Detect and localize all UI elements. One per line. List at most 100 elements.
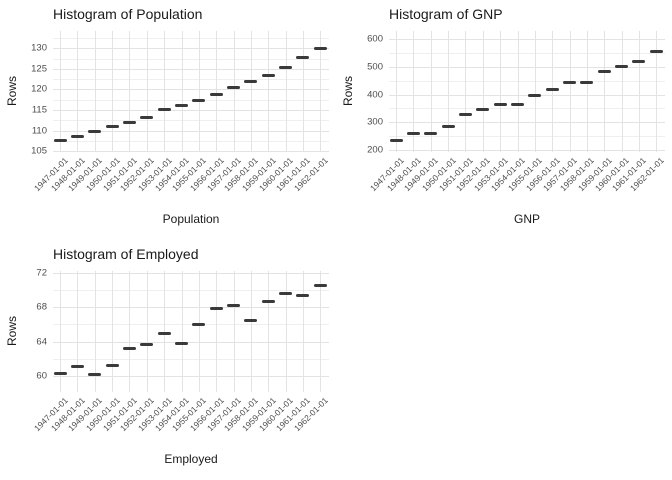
- major-gridline: [129, 31, 131, 152]
- y-tick-label: 105: [31, 145, 47, 157]
- y-tick-label: 110: [31, 124, 47, 136]
- data-mark: [545, 87, 559, 91]
- major-gridline: [53, 110, 329, 111]
- major-gridline: [285, 31, 287, 152]
- major-gridline: [233, 31, 235, 152]
- y-tick-label: 300: [367, 116, 383, 128]
- y-tick-label: 68: [36, 301, 47, 313]
- major-gridline: [53, 341, 329, 343]
- major-gridline: [389, 94, 665, 96]
- data-mark: [175, 342, 188, 346]
- x-axis-title: Population: [162, 212, 220, 226]
- data-mark: [70, 134, 84, 138]
- data-mark: [261, 300, 275, 304]
- minor-gridline: [53, 324, 329, 326]
- y-tick-label: 200: [367, 144, 383, 156]
- major-gridline: [198, 271, 200, 392]
- data-mark: [209, 93, 223, 97]
- major-gridline: [656, 31, 658, 152]
- major-gridline: [216, 31, 218, 152]
- major-gridline: [77, 31, 79, 152]
- x-axis-title: GNP: [513, 212, 541, 226]
- data-mark: [105, 125, 119, 129]
- data-mark: [227, 86, 240, 90]
- data-mark: [157, 331, 171, 335]
- minor-gridline: [389, 108, 665, 110]
- y-tick-label: 400: [367, 88, 383, 100]
- data-mark: [105, 364, 119, 368]
- major-gridline: [94, 271, 96, 392]
- major-gridline: [586, 31, 588, 152]
- major-gridline: [53, 68, 329, 70]
- data-mark: [140, 115, 154, 119]
- chart-employed: Histogram of Employed Rows Employed 60 64…: [0, 240, 336, 480]
- major-gridline: [569, 31, 571, 152]
- major-gridline: [389, 39, 665, 40]
- major-gridline: [94, 31, 96, 152]
- data-mark: [493, 102, 507, 106]
- major-gridline: [198, 31, 200, 152]
- major-gridline: [430, 31, 432, 152]
- y-tick-label: 60: [36, 369, 47, 381]
- data-mark: [406, 132, 420, 135]
- major-gridline: [250, 271, 252, 392]
- major-gridline: [181, 271, 183, 392]
- data-mark: [389, 139, 403, 142]
- major-gridline: [389, 122, 665, 124]
- data-mark: [244, 79, 258, 83]
- major-gridline: [638, 31, 640, 152]
- data-mark: [279, 65, 293, 69]
- y-tick-label: 120: [31, 83, 47, 95]
- minor-gridline: [53, 79, 329, 81]
- major-gridline: [413, 31, 415, 152]
- major-gridline: [517, 31, 519, 152]
- data-mark: [192, 322, 206, 326]
- data-mark: [192, 98, 206, 102]
- major-gridline: [320, 271, 322, 392]
- data-mark: [175, 103, 188, 107]
- data-mark: [424, 132, 438, 136]
- x-axis-title: Employed: [164, 452, 218, 466]
- minor-gridline: [53, 120, 329, 122]
- minor-gridline: [53, 38, 329, 39]
- major-gridline: [396, 31, 397, 152]
- chart-title: Histogram of Population: [53, 6, 203, 22]
- minor-gridline: [53, 358, 329, 360]
- major-gridline: [112, 31, 114, 152]
- major-gridline: [112, 271, 114, 392]
- major-gridline: [621, 31, 623, 152]
- data-mark: [244, 318, 258, 322]
- minor-gridline: [389, 52, 665, 54]
- data-mark: [632, 60, 646, 64]
- major-gridline: [482, 31, 484, 152]
- data-mark: [261, 74, 275, 78]
- y-tick-label: 115: [31, 104, 47, 116]
- major-gridline: [233, 271, 235, 392]
- chart-gnp: Histogram of GNP Rows GNP 200 300 400 500 60…: [336, 0, 672, 240]
- chart-title: Histogram of GNP: [389, 6, 503, 22]
- data-mark: [88, 130, 102, 133]
- data-mark: [53, 138, 67, 142]
- major-gridline: [534, 31, 536, 152]
- major-gridline: [268, 31, 270, 152]
- y-tick-label: 72: [36, 267, 47, 279]
- major-gridline: [500, 31, 502, 152]
- data-mark: [649, 50, 663, 53]
- major-gridline: [604, 31, 606, 152]
- major-gridline: [389, 150, 665, 151]
- major-gridline: [60, 271, 61, 392]
- y-tick-label: 500: [367, 60, 383, 72]
- major-gridline: [146, 271, 148, 392]
- data-mark: [296, 55, 310, 59]
- major-gridline: [53, 89, 329, 91]
- data-mark: [476, 107, 490, 111]
- major-gridline: [53, 307, 329, 309]
- major-gridline: [250, 31, 252, 152]
- minor-gridline: [53, 58, 329, 60]
- data-mark: [140, 343, 154, 347]
- major-gridline: [53, 48, 329, 50]
- major-gridline: [216, 271, 218, 392]
- data-mark: [279, 292, 293, 296]
- major-gridline: [552, 31, 554, 152]
